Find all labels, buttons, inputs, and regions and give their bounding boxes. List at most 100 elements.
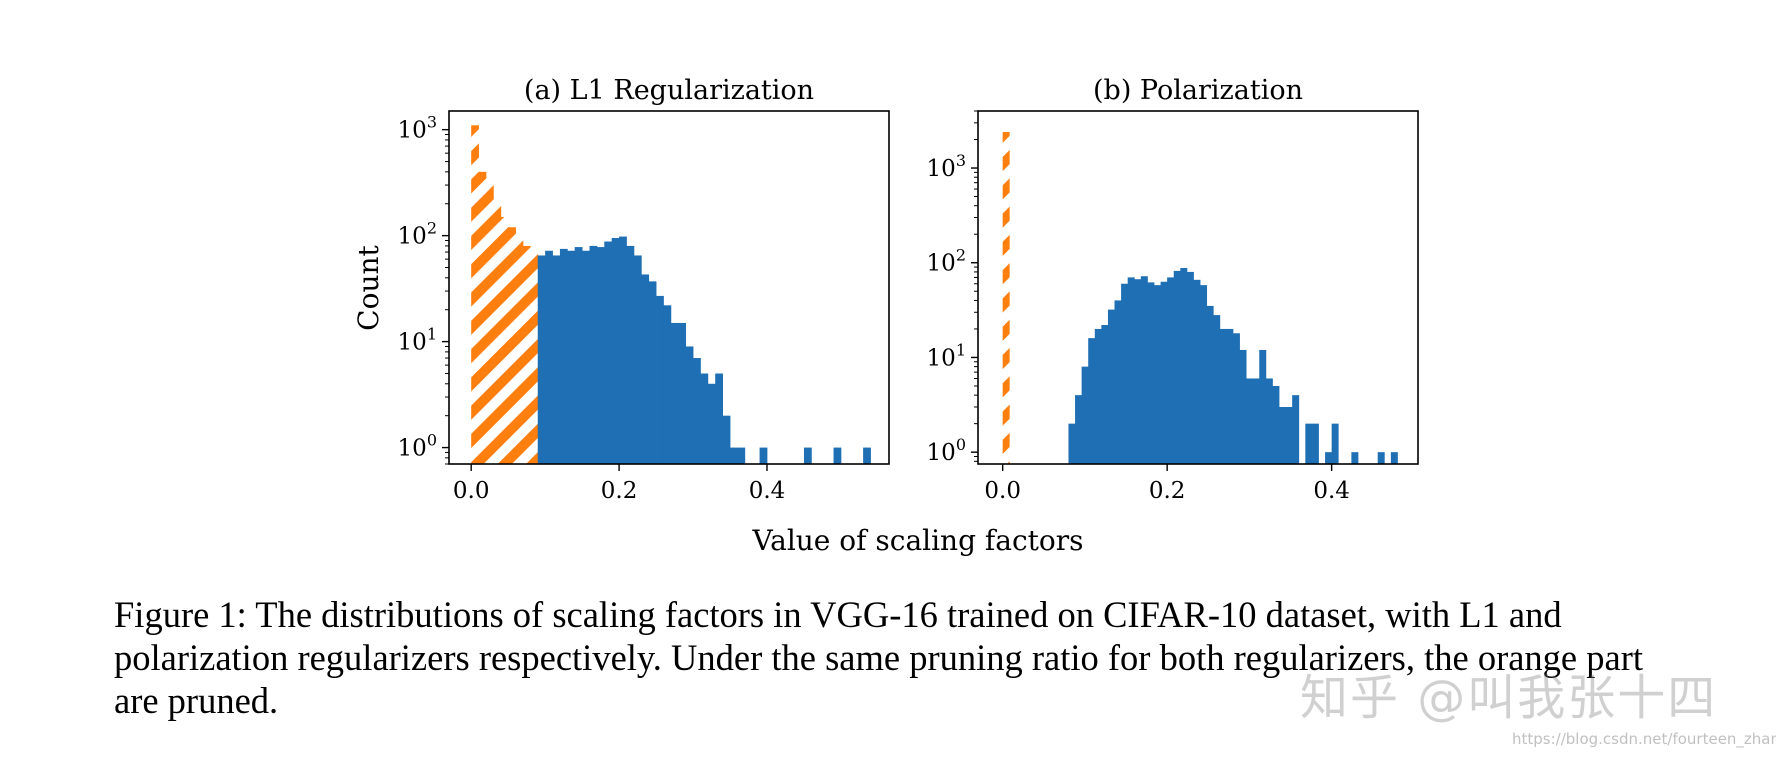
pruned-bar-polar-0 (1002, 132, 1010, 464)
kept-bar-polar-1 (1075, 395, 1083, 464)
watermark: 知乎 @叫我张十四 (1300, 670, 1718, 726)
kept-bar-polar-21 (1206, 305, 1214, 464)
figure: (a) L1 Regularization Count 0.0 0.2 0.4 100… (352, 75, 1419, 557)
kept-bar-polar-17 (1180, 268, 1188, 464)
kept-bar-polar-37 (1325, 452, 1333, 464)
kept-bar-polar-8 (1121, 283, 1129, 464)
pruned-bar-l1-3 (493, 201, 502, 465)
kept-bar-l1-10 (611, 238, 620, 464)
kept-bar-polar-16 (1173, 270, 1181, 464)
kept-bar-polar-35 (1305, 423, 1313, 464)
kept-bar-polar-10 (1134, 279, 1142, 464)
kept-bar-l1-19 (678, 322, 687, 464)
plot-frame-l1 (448, 110, 890, 465)
kept-bar-l1-17 (663, 305, 672, 464)
kept-bar-l1-27 (737, 447, 746, 464)
y-tick-label-l1-0: 100 (398, 431, 437, 462)
pruned-bar-l1-6 (515, 238, 524, 464)
kept-bar-l1-28 (759, 447, 768, 464)
pruned-bar-l1-4 (500, 216, 509, 464)
kept-bar-polar-24 (1226, 328, 1234, 464)
kept-bar-l1-20 (685, 346, 694, 464)
watermark-url: https://blog.csdn.net/fourteen_zhang (1512, 730, 1776, 748)
kept-bar-polar-12 (1147, 282, 1155, 464)
kept-bar-polar-22 (1213, 315, 1221, 464)
kept-bar-l1-15 (648, 281, 657, 464)
kept-bar-polar-19 (1193, 279, 1201, 464)
pruned-bar-l1-1 (478, 171, 487, 464)
kept-bar-polar-31 (1272, 385, 1280, 464)
x-tick-label-l1-0: 0.0 (453, 478, 490, 504)
kept-bar-polar-3 (1088, 338, 1096, 464)
kept-bar-polar-9 (1127, 277, 1135, 464)
kept-bar-polar-18 (1186, 271, 1194, 464)
y-tick-label-polar-1: 101 (927, 340, 966, 371)
kept-bar-polar-36 (1311, 423, 1319, 464)
x-axis-label: Value of scaling factors (751, 524, 1083, 557)
pruned-bar-l1-7 (522, 245, 531, 464)
pruned-bar-l1-8 (530, 248, 539, 464)
pruned-bar-l1-2 (485, 183, 494, 464)
kept-bar-l1-11 (619, 236, 627, 464)
x-tick-label-polar-1: 0.2 (1149, 478, 1186, 504)
panel-title-l1: (a) L1 Regularization (524, 75, 814, 106)
kept-bar-l1-3 (559, 248, 568, 464)
kept-bar-polar-7 (1114, 300, 1122, 464)
kept-bar-polar-29 (1259, 349, 1267, 464)
kept-bar-polar-25 (1232, 333, 1240, 464)
y-axis-label: Count (352, 244, 385, 330)
ticks-polarization: 0.0 0.2 0.4 100 101 102 103 (927, 110, 1350, 504)
kept-bar-polar-6 (1107, 309, 1115, 464)
kept-bar-polar-41 (1390, 452, 1398, 464)
x-tick-label-l1-2: 0.4 (749, 478, 786, 504)
plot-frame-polarization (977, 110, 1419, 465)
kept-bar-l1-9 (604, 241, 613, 464)
kept-bar-l1-21 (693, 358, 701, 464)
kept-bar-l1-7 (589, 245, 598, 464)
kept-bar-polar-2 (1081, 366, 1089, 464)
y-tick-label-l1-2: 102 (398, 219, 437, 250)
bars-polarization (1002, 132, 1398, 464)
kept-bar-l1-29 (803, 447, 812, 464)
kept-bar-polar-39 (1351, 452, 1359, 464)
pruned-bar-l1-5 (508, 227, 516, 464)
figure-caption: Figure 1: The distributions of scaling f… (114, 594, 1643, 721)
kept-bar-polar-32 (1279, 406, 1286, 464)
pruned-bar-l1-0 (471, 125, 479, 465)
kept-bar-polar-27 (1246, 378, 1254, 464)
kept-bar-l1-6 (582, 250, 590, 464)
kept-bar-polar-40 (1377, 452, 1385, 464)
kept-bar-polar-23 (1219, 328, 1227, 464)
y-tick-label-l1-3: 103 (398, 113, 437, 144)
kept-bar-l1-26 (730, 447, 738, 464)
panel-l1-regularization: (a) L1 Regularization Count 0.0 0.2 0.4 100… (352, 75, 890, 504)
kept-bar-l1-22 (700, 373, 709, 464)
kept-bar-polar-4 (1094, 328, 1102, 464)
kept-bar-l1-0 (537, 255, 546, 464)
kept-bar-polar-14 (1160, 281, 1168, 464)
kept-bar-polar-30 (1265, 378, 1273, 464)
bars-l1 (471, 125, 871, 465)
kept-bar-polar-33 (1285, 406, 1293, 464)
kept-bar-l1-31 (863, 447, 871, 464)
kept-bar-polar-34 (1292, 395, 1300, 464)
y-tick-label-polar-0: 100 (927, 435, 966, 466)
kept-bar-l1-18 (670, 322, 679, 464)
x-tick-label-l1-1: 0.2 (601, 478, 638, 504)
x-tick-label-polar-0: 0.0 (984, 478, 1021, 504)
kept-bar-l1-25 (722, 415, 731, 464)
kept-bar-l1-5 (574, 247, 583, 464)
kept-bar-l1-8 (596, 247, 605, 464)
x-tick-label-polar-2: 0.4 (1313, 478, 1350, 504)
kept-bar-l1-4 (567, 250, 576, 464)
kept-bar-polar-11 (1140, 276, 1148, 464)
kept-bar-polar-38 (1331, 423, 1339, 464)
y-tick-label-polar-2: 102 (927, 246, 966, 277)
kept-bar-polar-20 (1200, 285, 1208, 464)
kept-bar-polar-26 (1239, 349, 1247, 464)
kept-bar-polar-15 (1167, 277, 1175, 464)
y-tick-label-polar-3: 103 (927, 151, 966, 182)
panel-polarization: (b) Polarization 0.0 0.2 0.4 100 101 102 103 (927, 75, 1419, 504)
kept-bar-polar-5 (1101, 325, 1109, 464)
kept-bar-l1-16 (656, 295, 664, 464)
